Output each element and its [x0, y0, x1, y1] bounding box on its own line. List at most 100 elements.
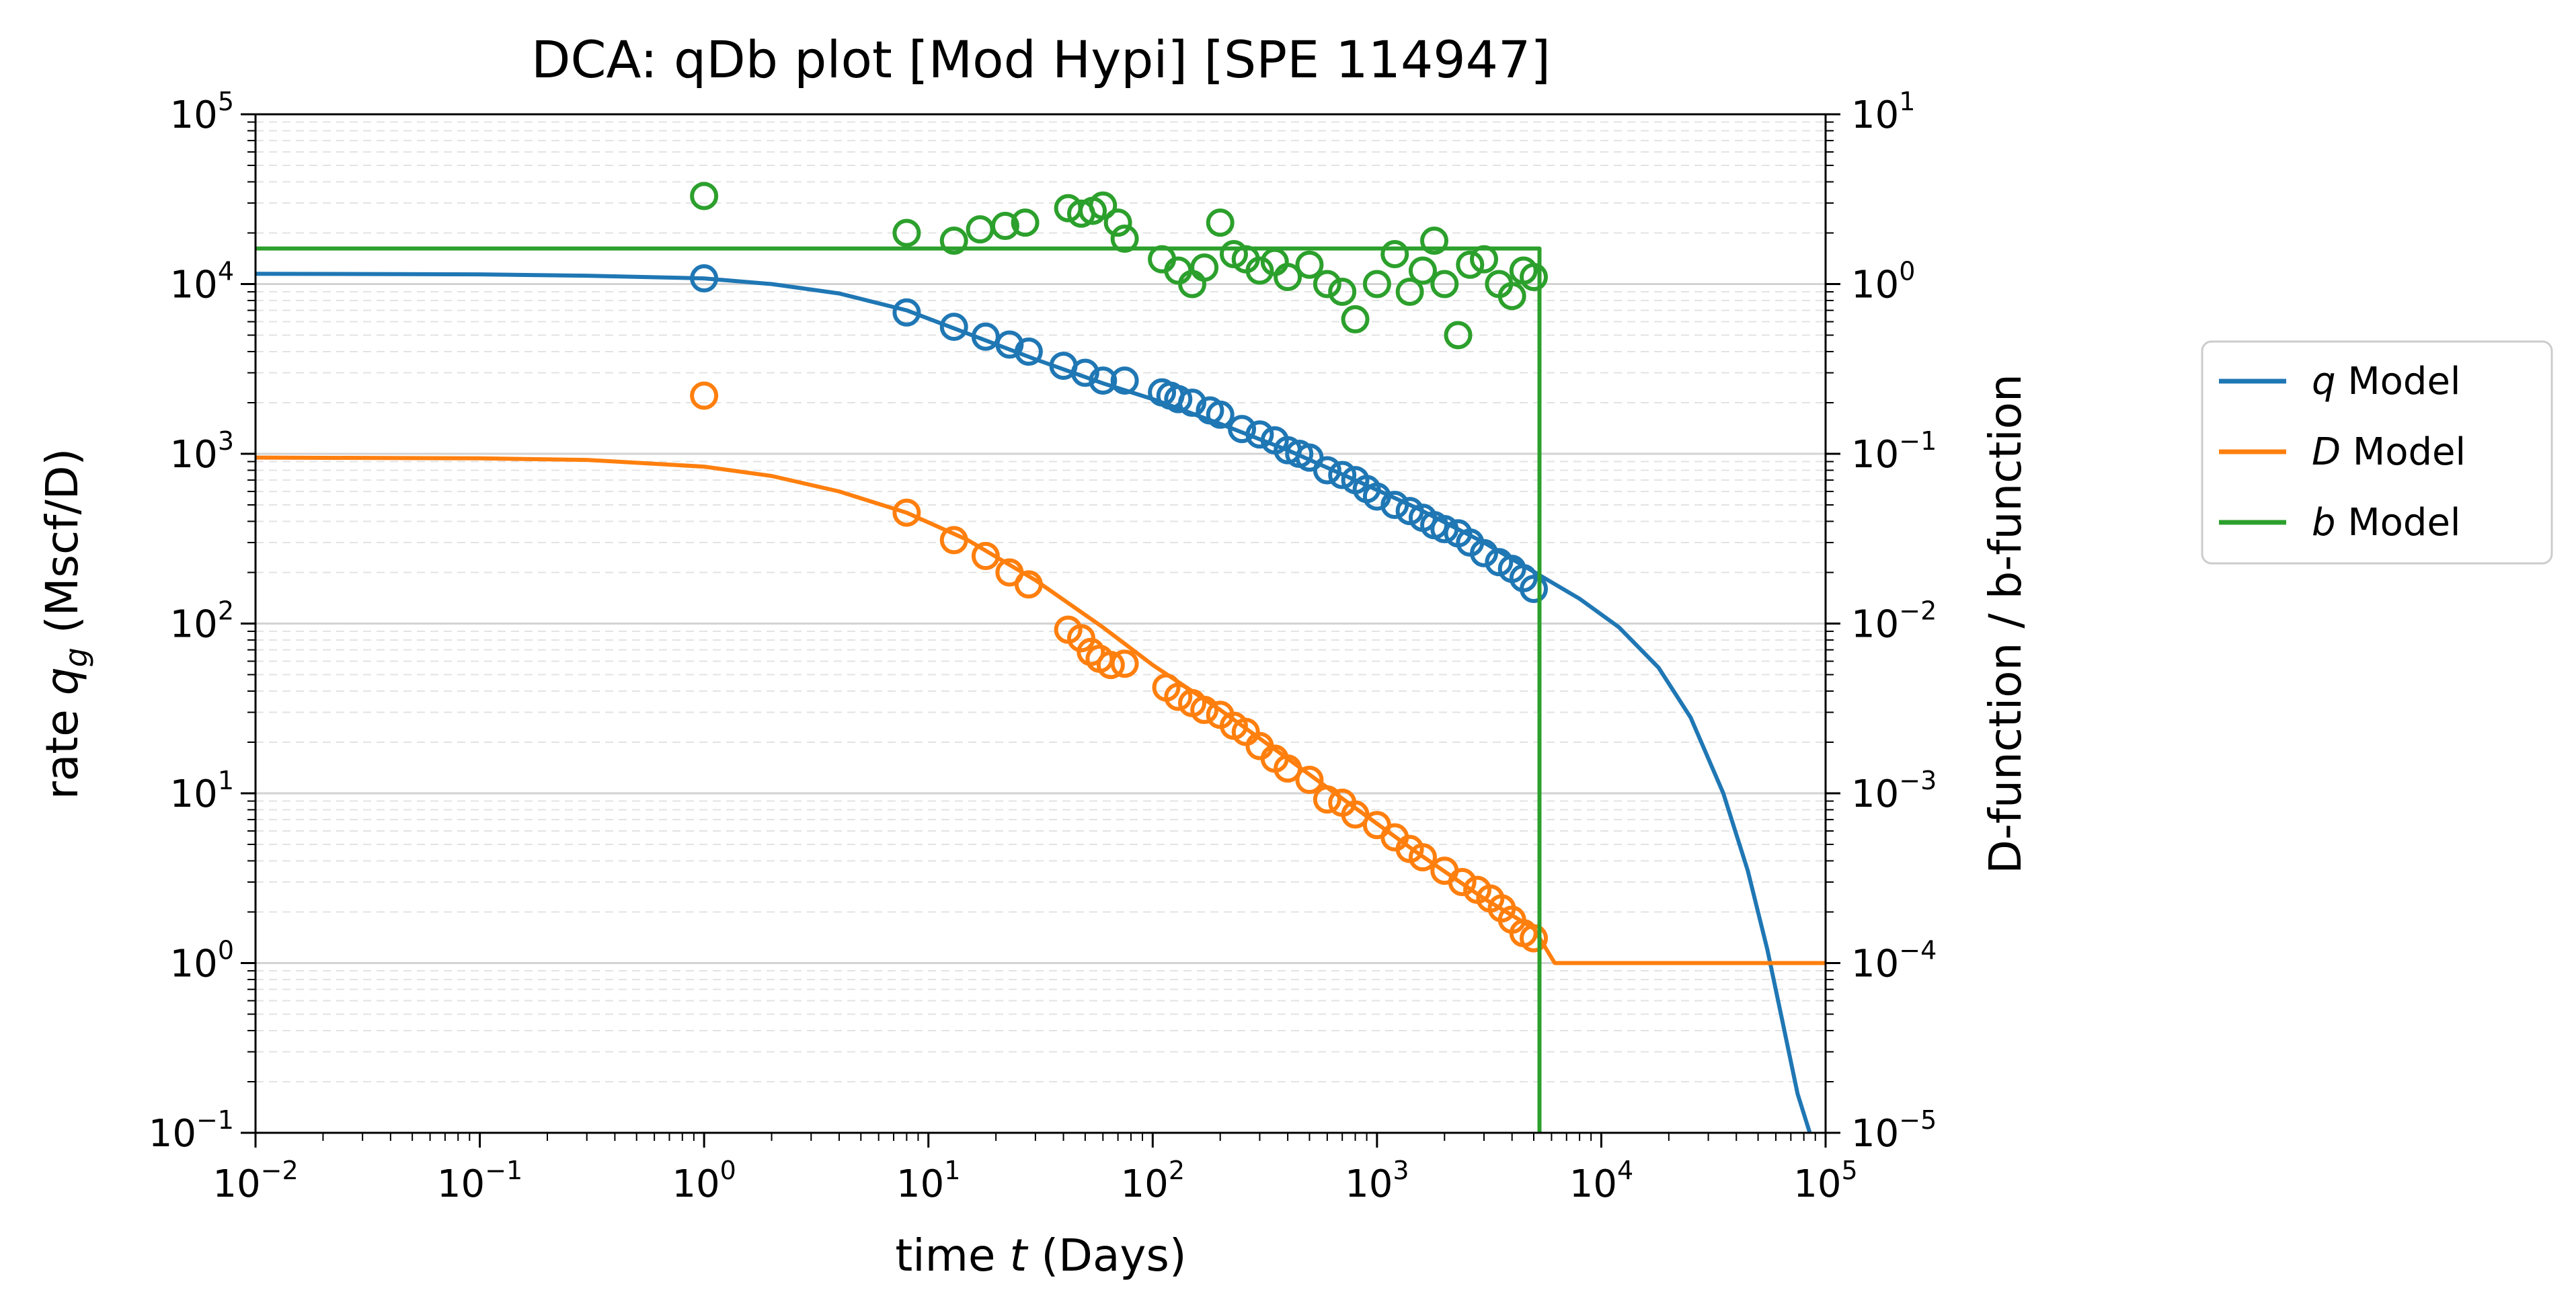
legend-box — [2201, 340, 2553, 565]
q-data-point — [971, 322, 1000, 351]
y2-tick-label: 10−4 — [1851, 936, 1937, 986]
d-data-point — [1520, 924, 1549, 953]
y2-tick-label: 10−5 — [1851, 1105, 1937, 1156]
b-model-line — [256, 246, 1542, 1133]
q-data-point — [1206, 400, 1235, 429]
x-tick-label: 102 — [1121, 1156, 1185, 1206]
chart-title: DCA: qDb plot [Mod Hypi] [SPE 114947] — [531, 30, 1551, 89]
ticks: 10−2 10−1 100 101 102 103 104 10510−11001011021… — [149, 87, 1937, 1206]
legend-item-b: b Model — [2219, 501, 2460, 545]
y-tick-label: 101 — [170, 766, 234, 816]
b-data-point — [1408, 256, 1437, 285]
b-data-point — [1380, 240, 1409, 269]
y2-tick-label: 101 — [1851, 87, 1915, 137]
d-data-point — [1448, 868, 1477, 897]
q-data-point — [1228, 415, 1257, 444]
b-data-point — [1206, 208, 1235, 237]
b-data-point — [1328, 278, 1357, 307]
d-data-point — [892, 498, 921, 527]
q-data-point — [1520, 574, 1549, 603]
q-data-point — [995, 330, 1024, 359]
q-data-point — [939, 313, 968, 342]
y-tick-label: 100 — [170, 936, 234, 986]
legend-item-d: D Model — [2219, 430, 2466, 474]
b-data-point — [1110, 225, 1139, 253]
x-tick-label: 105 — [1793, 1156, 1857, 1206]
legend-item-q: q Model — [2219, 360, 2460, 403]
q-data-point — [1245, 420, 1274, 449]
legend-label: D Model — [2312, 430, 2466, 474]
legend-label: b Model — [2312, 501, 2460, 545]
x-tick-label: 100 — [672, 1156, 736, 1206]
d-data-point — [939, 526, 968, 555]
d-data-point — [1341, 800, 1370, 829]
d-data-point — [1313, 785, 1341, 814]
q-data-point — [1178, 388, 1207, 417]
q-data-point — [1164, 385, 1193, 413]
legend-label: q Model — [2312, 360, 2460, 403]
y-axis-label: rate qg (Mscf/D) — [36, 448, 94, 800]
q-data-point — [1362, 482, 1391, 511]
y-tick-label: 10−1 — [149, 1105, 234, 1156]
d-data-point — [690, 381, 719, 410]
q-data-point — [1313, 456, 1341, 485]
q-data-point — [892, 298, 921, 327]
q-data-point — [1380, 491, 1409, 520]
q-data-point — [1470, 539, 1499, 567]
y2-axis-label: D-function / b-function — [1980, 374, 2031, 874]
b-data-point — [1089, 191, 1118, 220]
b-data-point — [1295, 250, 1324, 279]
b-data-point — [1313, 270, 1341, 298]
d-data-point — [1190, 695, 1219, 724]
d-data-point — [971, 542, 1000, 571]
b-data-point — [1420, 227, 1449, 255]
x-tick-label: 104 — [1569, 1156, 1633, 1206]
y-tick-label: 103 — [170, 426, 234, 477]
x-axis-label: time t (Days) — [895, 1230, 1186, 1281]
d-model-line — [255, 455, 1826, 965]
d-data-point — [1110, 649, 1139, 678]
d-data-point — [1295, 766, 1324, 795]
q-data-point — [690, 264, 719, 293]
b-data-point — [1103, 208, 1132, 237]
b-data-point — [1190, 253, 1219, 282]
d-data-point — [1408, 843, 1437, 872]
b-data-point — [1341, 305, 1370, 333]
b-data-point — [1470, 245, 1499, 274]
q-data-point — [1328, 461, 1357, 489]
y2-tick-label: 10−3 — [1851, 766, 1937, 816]
y2-tick-label: 10−2 — [1851, 596, 1937, 647]
b-data-point — [1274, 263, 1302, 292]
legend: q Model D Model b Model — [2201, 340, 2553, 565]
q-data-point — [1430, 515, 1459, 544]
series-layer — [255, 182, 1826, 1133]
b-data-point — [1430, 270, 1459, 298]
d-data-point — [1014, 570, 1043, 599]
q-data-point — [1070, 358, 1099, 387]
b-data-point — [1444, 321, 1473, 350]
b-data-point — [966, 215, 994, 244]
b-data-point — [1362, 270, 1391, 298]
y-tick-label: 104 — [170, 257, 234, 307]
y-tick-label: 102 — [170, 596, 234, 647]
b-data-point — [1395, 278, 1424, 307]
b-data-point — [892, 218, 921, 247]
x-tick-label: 10−1 — [437, 1156, 522, 1206]
d-data-point — [1274, 754, 1302, 783]
b-data-point — [1520, 263, 1549, 292]
b-data-point — [1245, 256, 1274, 285]
grid — [256, 121, 1826, 1134]
b-data-point — [1011, 208, 1040, 237]
d-data-point — [1164, 682, 1193, 711]
q-data-point — [1014, 337, 1043, 366]
y2-tick-label: 10−1 — [1851, 426, 1937, 477]
d-data-point — [1096, 651, 1125, 680]
x-tick-label: 101 — [896, 1156, 960, 1206]
y-tick-label: 105 — [170, 87, 234, 137]
b-data-point — [990, 212, 1019, 241]
x-tick-label: 103 — [1345, 1156, 1409, 1206]
y2-tick-label: 100 — [1851, 257, 1915, 307]
b-data-point — [690, 182, 719, 210]
x-tick-label: 10−2 — [212, 1156, 298, 1206]
